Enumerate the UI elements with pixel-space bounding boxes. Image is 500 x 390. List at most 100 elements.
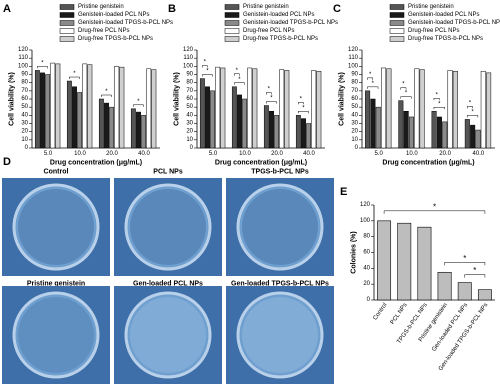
bar xyxy=(77,92,83,149)
bar xyxy=(311,70,317,149)
photo-label: Pristine genistein xyxy=(27,281,85,288)
significance-label: * xyxy=(473,266,476,275)
bar xyxy=(486,72,492,149)
x-tick-label: Control xyxy=(373,302,389,321)
bar xyxy=(419,69,425,149)
y-tick-label: 120 xyxy=(18,47,29,53)
bar xyxy=(269,111,274,149)
bar xyxy=(377,220,392,301)
significance-label: * xyxy=(236,68,239,74)
bar xyxy=(66,80,72,149)
bar xyxy=(210,90,216,149)
bar xyxy=(50,62,56,149)
bar xyxy=(141,115,147,149)
legend-swatch xyxy=(389,28,405,34)
significance-bracket xyxy=(297,102,304,105)
x-tick-label: 10.0 xyxy=(406,151,418,157)
legend-label: Drug-free TPGS-b-PCL NPs xyxy=(78,36,153,42)
significance-bracket xyxy=(233,82,245,85)
y-tick-label: 30 xyxy=(351,121,358,127)
significance-bracket xyxy=(466,115,479,118)
x-axis-title: Drug concentration (μg/mL) xyxy=(382,160,474,167)
significance-bracket xyxy=(466,106,473,109)
y-tick-label: 0 xyxy=(190,145,194,151)
y-tick-label: 60 xyxy=(363,250,370,256)
bar xyxy=(408,116,414,149)
bar xyxy=(386,68,392,149)
photo-label: Control xyxy=(44,169,69,176)
significance-label: * xyxy=(105,89,108,95)
y-tick-label: 20 xyxy=(363,281,370,287)
legend-swatch xyxy=(224,36,240,42)
legend-label: Pristine genistein xyxy=(408,4,454,10)
panel-label: B xyxy=(168,3,176,15)
legend-swatch xyxy=(59,20,75,26)
legend-label: Genistein-loaded PCL NPs xyxy=(78,12,149,18)
significance-label: * xyxy=(402,82,405,88)
legend-label: Drug-free PCL NPs xyxy=(243,28,294,34)
bar xyxy=(136,111,141,149)
bar xyxy=(55,63,61,149)
photo-label: Gen-loaded TPGS-b-PCL NPs xyxy=(231,281,329,288)
bar xyxy=(464,119,470,149)
bar xyxy=(34,70,40,149)
bar xyxy=(480,70,486,149)
y-tick-label: 10 xyxy=(351,137,358,143)
y-tick-label: 10 xyxy=(186,137,193,143)
y-tick-label: 100 xyxy=(18,63,29,69)
legend-swatch xyxy=(389,20,405,26)
x-tick-label: 5.0 xyxy=(374,151,383,157)
panel-label: E xyxy=(340,186,347,198)
photo-colonies xyxy=(130,189,206,265)
panel-label: C xyxy=(333,3,341,15)
x-tick-label: 10.0 xyxy=(74,151,86,157)
bar xyxy=(263,105,269,149)
y-tick-label: 100 xyxy=(360,218,371,224)
significance-bracket xyxy=(433,107,445,110)
significance-bracket xyxy=(201,74,213,77)
bar xyxy=(130,108,136,149)
y-tick-label: 120 xyxy=(360,202,371,208)
y-tick-label: 120 xyxy=(183,47,194,53)
photo-colonies xyxy=(18,297,94,373)
significance-bracket xyxy=(400,87,407,90)
bar xyxy=(365,90,371,149)
significance-bracket xyxy=(464,274,486,278)
photo-colonies xyxy=(18,189,94,265)
y-tick-label: 20 xyxy=(21,129,28,135)
significance-label: * xyxy=(471,109,474,115)
bar xyxy=(442,121,448,149)
y-tick-label: 110 xyxy=(18,55,28,61)
x-tick-label: 40.0 xyxy=(303,151,315,157)
x-tick-label: 5.0 xyxy=(209,151,218,157)
significance-label: * xyxy=(469,100,472,106)
legend-swatch xyxy=(224,20,240,26)
significance-bracket xyxy=(100,94,112,97)
significance-bracket xyxy=(132,104,144,107)
y-axis-title: Colonies (%) xyxy=(351,231,358,273)
bar xyxy=(470,124,476,149)
significance-label: * xyxy=(270,96,273,102)
y-tick-label: 80 xyxy=(363,234,370,240)
bar xyxy=(381,67,387,149)
bar xyxy=(231,86,237,149)
bar xyxy=(375,106,381,149)
significance-label: * xyxy=(302,105,305,111)
legend-label: Drug-free PCL NPs xyxy=(408,28,459,34)
legend-swatch xyxy=(389,12,405,18)
legend-label: Genistein-loaded TPGS-b-PCL NPs xyxy=(408,20,500,26)
legend-label: Genistein-loaded TPGS-b-PCL NPs xyxy=(243,20,338,26)
significance-bracket xyxy=(433,98,440,101)
y-tick-label: 0 xyxy=(25,145,29,151)
significance-bracket xyxy=(400,96,412,99)
significance-bracket xyxy=(265,101,277,104)
significance-label: * xyxy=(369,72,372,78)
x-tick-label: Gen-loaded PCL NPs xyxy=(431,302,469,353)
bar xyxy=(109,106,115,149)
significance-bracket xyxy=(233,73,240,76)
photo-colonies xyxy=(242,189,318,265)
bar xyxy=(398,100,404,149)
y-tick-label: 60 xyxy=(186,96,193,102)
y-tick-label: 90 xyxy=(186,72,193,78)
